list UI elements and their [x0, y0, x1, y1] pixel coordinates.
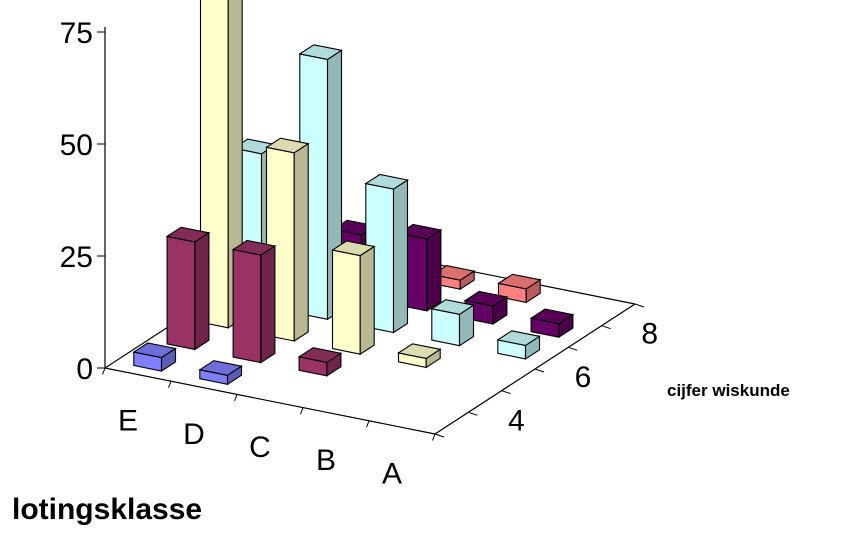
- depth-tick-mark: [601, 325, 611, 330]
- bar-front-face: [431, 308, 461, 347]
- bar-top-face: [331, 240, 376, 257]
- bar-top-face: [431, 265, 476, 281]
- value-tick-label: 75: [60, 17, 93, 50]
- category-tick-mark: [432, 433, 436, 441]
- depth-tick-mark: [568, 346, 578, 351]
- category-tick-label: E: [118, 405, 138, 438]
- x-axis-title: lotingsklasse: [12, 493, 203, 526]
- bar-top-face: [397, 343, 442, 359]
- bar-side-face: [392, 178, 409, 334]
- chart-bars: [132, 0, 575, 386]
- bar: [397, 343, 442, 369]
- bar-top-face: [497, 273, 542, 290]
- depth-tick-mark: [434, 433, 445, 438]
- bar: [529, 308, 575, 339]
- bar: [430, 299, 475, 347]
- bar-top-face: [198, 360, 243, 376]
- bar-side-face: [293, 142, 309, 343]
- category-tick-mark: [102, 367, 106, 375]
- depth-tick-mark: [534, 368, 545, 373]
- depth-tick-mark: [501, 390, 511, 395]
- bar-top-face: [364, 173, 409, 190]
- category-tick-mark: [168, 381, 172, 388]
- bar-top-face: [265, 137, 310, 154]
- bar: [165, 226, 211, 351]
- bar-top-face: [298, 44, 343, 60]
- bar-front-face: [331, 249, 361, 355]
- floor-front-edge: [104, 367, 436, 435]
- bar-top-face: [496, 330, 541, 346]
- category-tick-label: C: [249, 431, 271, 464]
- bar-top-face: [165, 226, 211, 243]
- bar-top-face: [231, 239, 277, 256]
- bar: [265, 137, 310, 343]
- depth-axis-title: cijfer wiskunde: [667, 381, 790, 400]
- category-tick-label: D: [183, 418, 205, 451]
- bar: [198, 360, 243, 386]
- category-tick-mark: [366, 420, 370, 428]
- category-tick-label: B: [316, 444, 336, 477]
- bar: [331, 240, 376, 356]
- value-tick-label: 25: [60, 241, 93, 274]
- bar-side-face: [194, 231, 210, 351]
- depth-tick-mark: [634, 303, 645, 308]
- bar: [496, 330, 541, 360]
- bar-top-face: [463, 290, 509, 307]
- category-tick-mark: [300, 407, 304, 415]
- bar-top-face: [430, 299, 475, 315]
- bar-top-face: [132, 342, 177, 359]
- bar-side-face: [260, 244, 276, 364]
- bar-side-face: [426, 228, 442, 312]
- value-tick-label: 50: [60, 129, 93, 162]
- bar-top-face: [297, 347, 343, 363]
- bar-front-face: [232, 248, 262, 364]
- bar-top-face: [529, 308, 575, 325]
- category-tick-mark: [234, 394, 238, 402]
- depth-tick-label: 4: [508, 404, 525, 437]
- value-tick-label: 0: [76, 353, 93, 386]
- depth-tick-label: 8: [641, 318, 658, 351]
- bar: [297, 347, 343, 377]
- bar-top-face: [397, 223, 443, 240]
- depth-tick-label: 6: [575, 361, 592, 394]
- bar-side-face: [359, 245, 375, 356]
- bar-front-face: [166, 235, 196, 351]
- bar: [132, 342, 177, 373]
- category-tick-label: A: [382, 457, 402, 490]
- bar: [231, 239, 277, 364]
- depth-tick-mark: [468, 411, 478, 416]
- chart-tick-labels: 0 25 50 75 E D C B A 4 6 8: [60, 17, 658, 490]
